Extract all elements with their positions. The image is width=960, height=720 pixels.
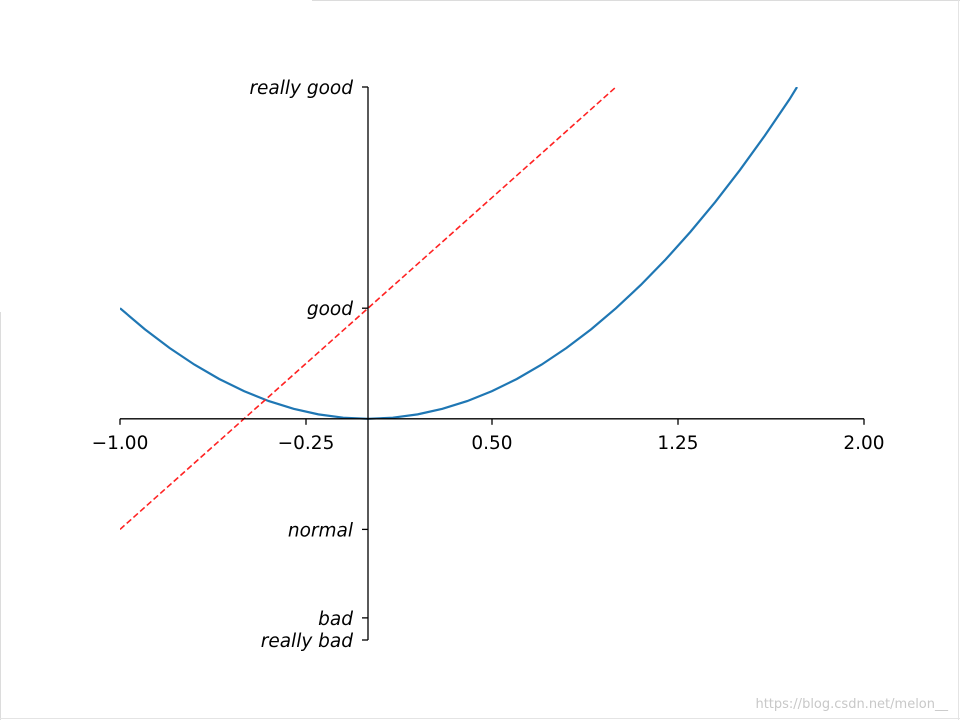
- series-group: [120, 87, 798, 530]
- frame-border-right: [958, 0, 959, 720]
- y-tick-label: really bad: [261, 631, 354, 652]
- x-tick-label: −1.00: [92, 433, 149, 454]
- frame-border-top: [312, 0, 960, 1]
- y-tick-label: normal: [288, 520, 354, 541]
- watermark-text: https://blog.csdn.net/melon__: [755, 697, 948, 712]
- y-tick-label: good: [307, 299, 353, 320]
- series-line-1: [120, 87, 617, 530]
- frame-border-bottom: [0, 718, 960, 719]
- series-line-0: [120, 87, 798, 420]
- x-tick-label: 0.50: [471, 433, 512, 454]
- y-tick-label: really good: [249, 78, 353, 99]
- y-tick-label: bad: [318, 609, 353, 630]
- x-tick-label: 1.25: [657, 433, 698, 454]
- x-tick-label: 2.00: [843, 433, 884, 454]
- frame-border-left: [0, 312, 1, 720]
- x-tick-label: −0.25: [278, 433, 335, 454]
